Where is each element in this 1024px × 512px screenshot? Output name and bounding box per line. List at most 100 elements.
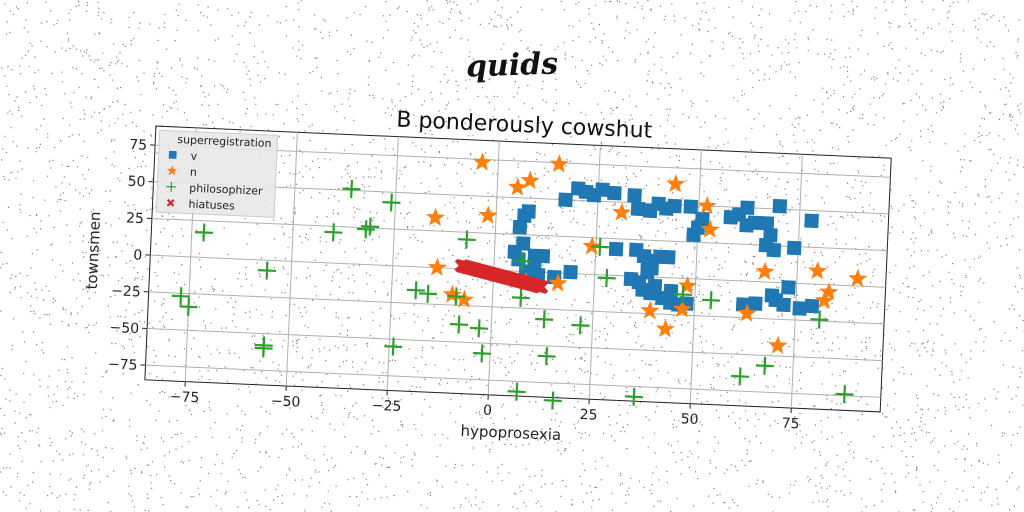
series-v	[507, 181, 820, 316]
data-point-philosophizer	[571, 316, 590, 335]
y-grid-line	[150, 254, 886, 288]
data-point-n	[478, 205, 498, 224]
data-point-v	[558, 192, 573, 208]
legend-label: v	[190, 150, 198, 163]
data-point-n	[425, 207, 445, 226]
legend-box	[155, 129, 279, 218]
data-point-philosophizer	[597, 268, 616, 288]
data-point-n	[612, 202, 632, 221]
data-point-v	[630, 201, 646, 217]
data-point-n	[672, 299, 692, 318]
plot-area	[144, 125, 892, 413]
legend-label: n	[190, 166, 198, 179]
x-tick-label: 0	[483, 403, 493, 419]
data-point-philosophizer	[457, 230, 476, 249]
data-marks	[171, 152, 868, 410]
data-point-v	[792, 301, 807, 316]
data-point-v	[667, 198, 682, 214]
data-point-n	[454, 289, 474, 309]
data-point-v	[512, 219, 528, 235]
data-point-v	[663, 283, 679, 299]
data-point-philosophizer	[472, 344, 492, 363]
data-point-philosophizer	[406, 281, 425, 300]
data-point-v	[747, 215, 763, 231]
legend-item-n: n	[166, 165, 197, 179]
data-point-v	[563, 264, 578, 280]
data-point-philosophizer	[624, 387, 643, 406]
series-hiatuses	[454, 258, 549, 295]
y-grid-line	[155, 144, 891, 178]
data-point-philosophizer	[356, 220, 376, 239]
y-tick-label: −75	[108, 357, 138, 374]
y-grid-line	[153, 181, 889, 215]
data-point-v	[781, 280, 796, 295]
data-point-v	[804, 298, 820, 314]
data-point-v	[740, 200, 755, 216]
x-grid-line	[790, 154, 803, 409]
data-point-v	[695, 211, 710, 227]
axis-ticks: −75 −50 −25 0 25 50 75 −75 −50 −25 0 25 50 75	[108, 137, 800, 433]
data-point-n	[737, 303, 757, 322]
data-point-philosophizer	[537, 347, 556, 366]
data-point-philosophizer	[507, 382, 526, 401]
data-point-v	[776, 297, 791, 313]
data-point-philosophizer	[511, 288, 530, 307]
data-point-philosophizer	[755, 356, 774, 375]
data-point-v	[683, 199, 699, 215]
data-point-v	[786, 240, 802, 256]
legend-marker-n	[166, 165, 178, 176]
series-philosophizer	[171, 179, 854, 410]
data-point-philosophizer	[361, 217, 380, 236]
data-point-v	[517, 208, 532, 223]
data-point-n	[549, 154, 569, 173]
data-point-v	[748, 296, 763, 311]
data-point-philosophizer	[447, 287, 466, 306]
data-point-philosophizer	[254, 339, 273, 358]
data-point-v	[595, 182, 610, 197]
data-point-philosophizer	[730, 367, 750, 386]
y-tick-label: −25	[111, 283, 141, 300]
data-point-v	[766, 242, 782, 258]
legend-marker-hiatuses	[166, 198, 175, 207]
data-point-n	[442, 284, 462, 304]
legend-label: philosophizer	[189, 182, 263, 198]
data-point-n	[655, 319, 675, 338]
data-point-v	[804, 213, 819, 229]
x-tick-label: 50	[680, 411, 699, 428]
data-point-philosophizer	[673, 285, 692, 304]
x-grid-line	[689, 149, 702, 404]
data-point-philosophizer	[701, 291, 721, 310]
legend-marker-philosophizer	[166, 181, 177, 192]
legend: superregistration vn philosophizerhiatuse…	[155, 129, 279, 218]
data-point-philosophizer	[342, 179, 361, 199]
data-point-philosophizer	[194, 223, 213, 242]
data-point-n	[520, 170, 540, 189]
data-point-philosophizer	[835, 385, 854, 404]
legend-title: superregistration	[177, 133, 272, 150]
y-tick-label: −50	[109, 320, 139, 337]
legend-item-v: v	[168, 150, 198, 163]
y-grid-line	[145, 364, 881, 398]
data-point-hiatuses	[534, 279, 549, 295]
data-point-n	[508, 177, 528, 196]
x-tick-label: −25	[371, 398, 401, 415]
data-point-n	[808, 261, 828, 280]
y-tick-label: 0	[133, 247, 143, 263]
legend-item-philosophizer: philosophizer	[166, 181, 263, 198]
data-point-philosophizer	[171, 287, 190, 306]
y-tick-label: 75	[129, 137, 148, 154]
data-point-philosophizer	[590, 237, 610, 256]
data-point-n	[848, 268, 868, 288]
data-point-n	[768, 335, 788, 355]
data-point-philosophizer	[469, 319, 489, 338]
data-point-v	[627, 188, 642, 203]
y-grid-line	[147, 327, 883, 362]
data-point-v	[607, 185, 622, 201]
data-point-philosophizer	[179, 297, 198, 316]
x-tick-label: 75	[781, 416, 800, 433]
data-point-philosophizer	[257, 261, 277, 280]
x-axis-label: hypoprosexia	[460, 422, 561, 444]
y-grid-line	[148, 291, 885, 325]
